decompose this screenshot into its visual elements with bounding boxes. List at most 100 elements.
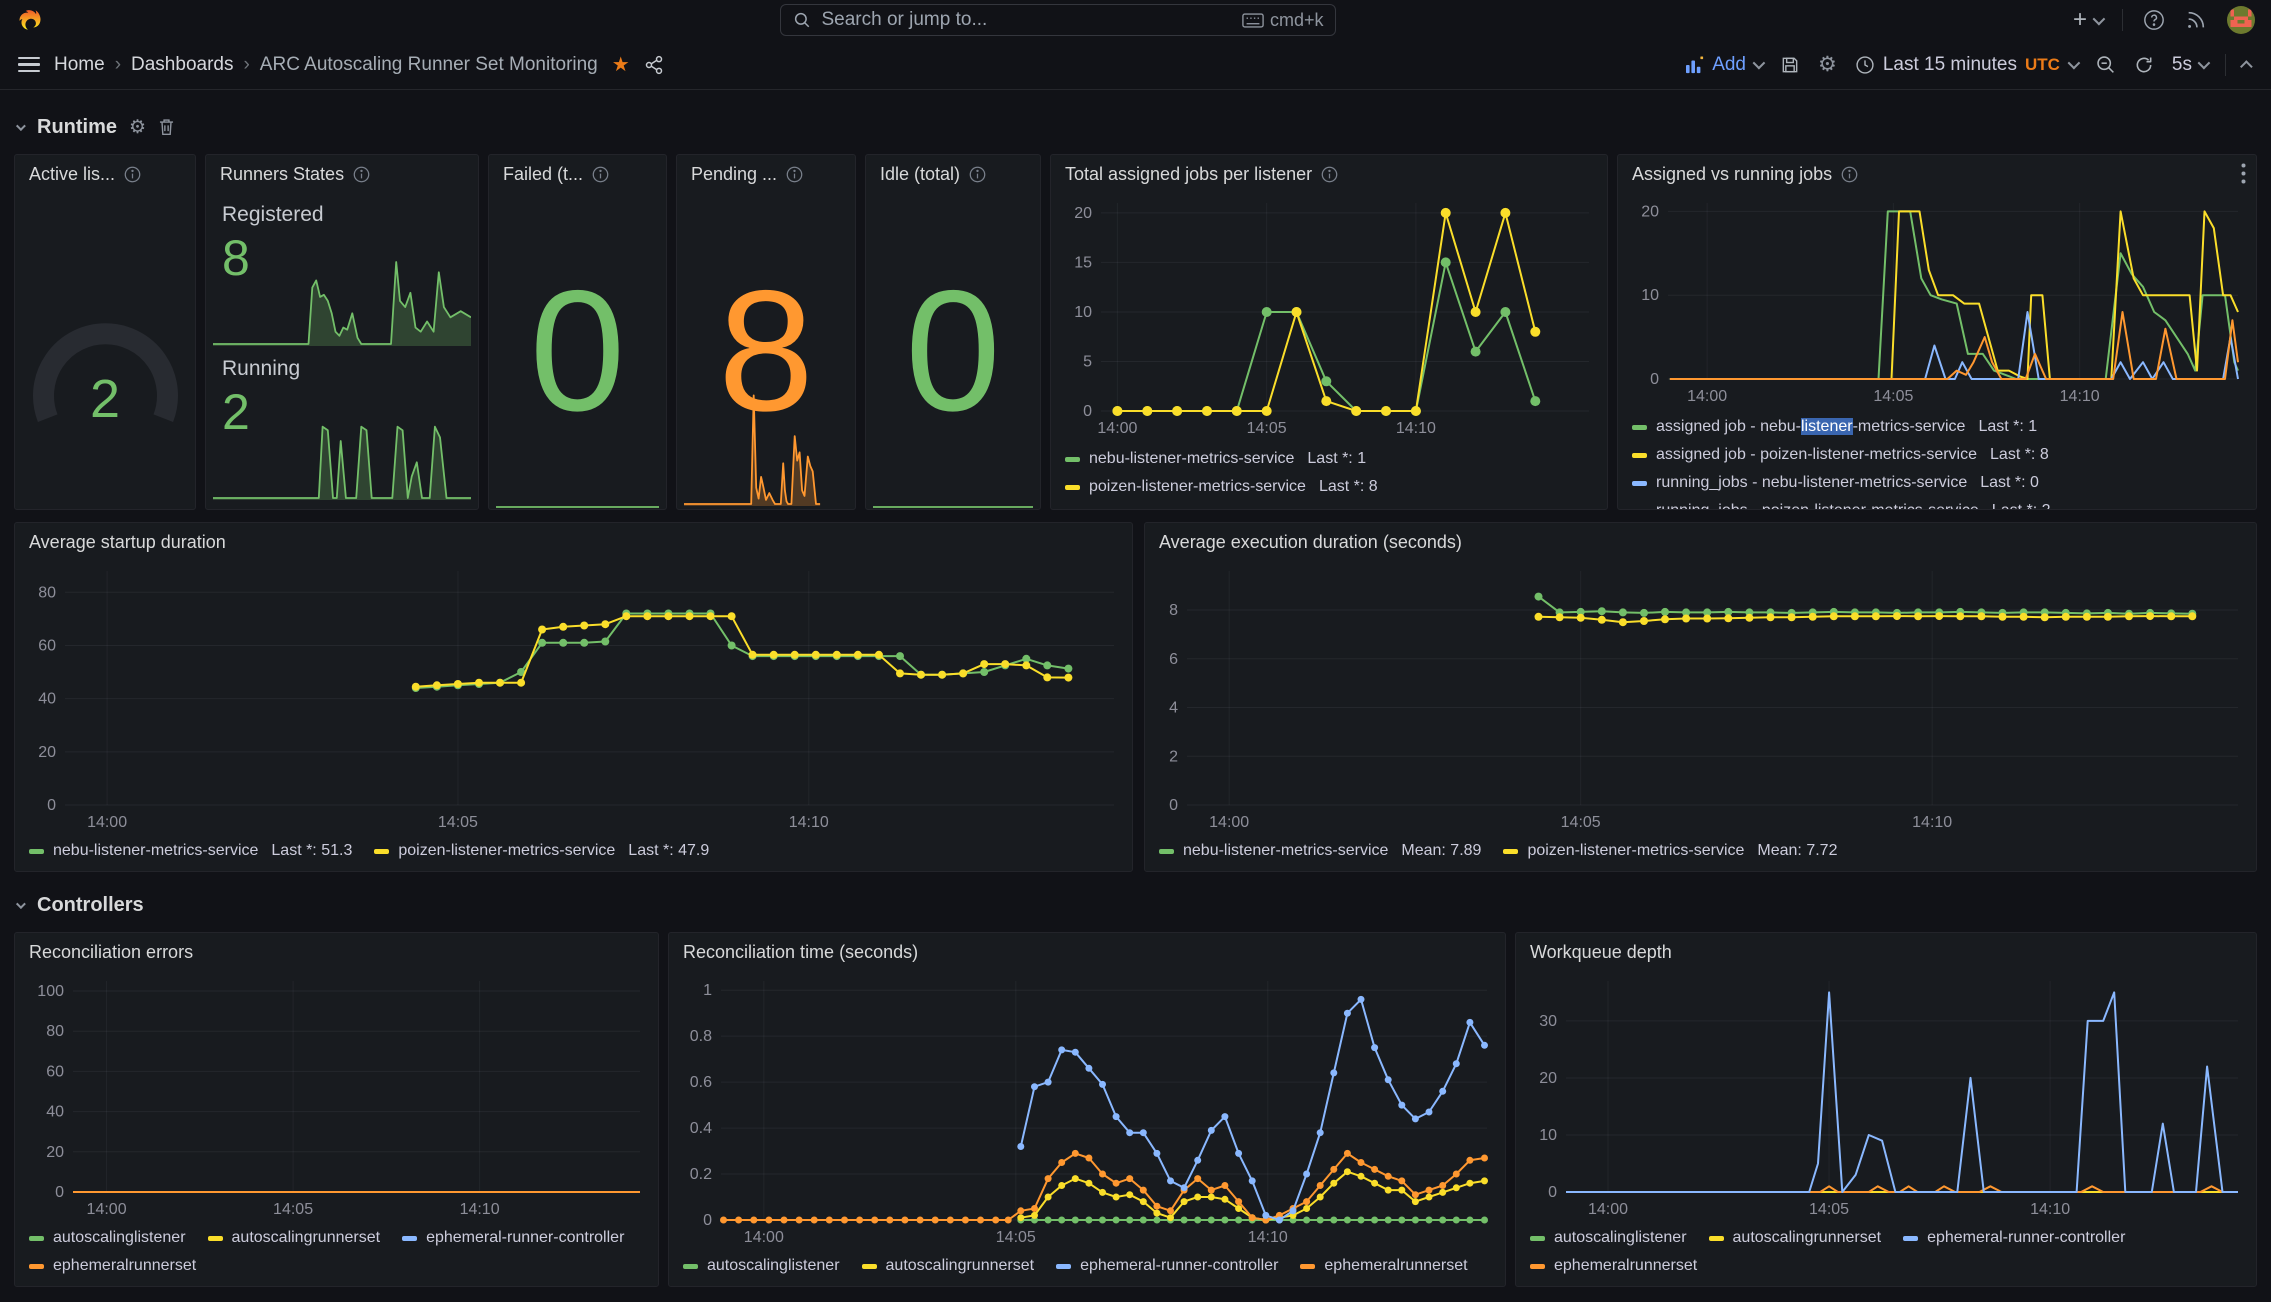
new-menu-button[interactable]: + [2073,8,2106,32]
average-startup-duration-chart[interactable]: 14:00 14:05 14:10 0 20 40 60 80 [21,561,1126,835]
legend-item[interactable]: autoscalingrunnerset [861,1254,1034,1278]
info-icon[interactable] [969,166,986,183]
legend-label: ephemeralrunnerset [53,1257,197,1274]
panel-assigned-vs-running: Assigned vs running jobs 14:00 14:05 14:10… [1617,154,2257,510]
assigned-vs-running-chart[interactable]: 14:00 14:05 14:10 0 10 20 [1624,193,2250,409]
panel-title[interactable]: Pending ... [691,163,778,184]
section-trash-icon[interactable] [158,118,175,136]
breadcrumb-home[interactable]: Home [54,53,105,75]
help-icon[interactable] [2143,9,2165,31]
legend-item[interactable]: autoscalingrunnerset [1708,1226,1881,1250]
share-icon[interactable] [644,55,664,75]
refresh-button[interactable] [2134,55,2154,75]
legend-item[interactable]: ephemeralrunnerset [1530,1254,1697,1278]
legend-item[interactable]: assigned job - poizen-listener-metrics-s… [1632,441,2242,469]
panel-active-listeners: Active lis... 2 [14,154,196,510]
legend-item[interactable]: ephemeralrunnerset [29,1254,196,1278]
svg-text:10: 10 [1074,304,1092,321]
reconciliation-errors-chart[interactable]: 14:00 14:05 14:10 0 20 40 60 80 100 [21,971,652,1222]
legend-item[interactable]: ephemeral-runner-controller [402,1226,624,1250]
news-icon[interactable] [2185,9,2207,31]
add-panel-button[interactable]: Add [1685,54,1766,76]
total-assigned-jobs-chart[interactable]: 14:00 14:05 14:10 0 5 10 15 20 [1057,193,1601,441]
legend-swatch [1632,424,1647,430]
panel-title[interactable]: Total assigned jobs per listener [1065,163,1313,184]
legend-item[interactable]: autoscalingrunnerset [207,1226,380,1250]
registered-sparkline [213,260,472,346]
svg-text:14:05: 14:05 [273,1201,313,1218]
panel-pending: Pending ... 8 [676,154,856,510]
panel-title[interactable]: Workqueue depth [1530,941,1672,962]
zoom-out-icon[interactable] [2095,54,2116,75]
panel-title[interactable]: Reconciliation errors [29,941,194,962]
legend-item[interactable]: running_jobs - poizen-listener-metrics-s… [1632,497,2242,509]
panel-failed-total: Failed (t... 0 [488,154,667,510]
svg-text:14:05: 14:05 [438,814,478,831]
panel-title[interactable]: Assigned vs running jobs [1632,163,1833,184]
info-icon[interactable] [592,166,609,183]
legend-item[interactable]: nebu-listener-metrics-service Mean: 7.89 [1159,839,1481,863]
refresh-interval-dropdown[interactable]: 5s [2172,54,2211,76]
legend-label: poizen-listener-metrics-service [398,842,616,859]
legend-item[interactable]: autoscalinglistener [683,1254,840,1278]
info-icon[interactable] [353,166,370,183]
legend-value: Last *: 47.9 [628,842,710,859]
legend-item[interactable]: running_jobs - nebu-listener-metrics-ser… [1632,469,2242,497]
panel-title[interactable]: Average execution duration (seconds) [1159,531,1462,552]
legend-item[interactable]: poizen-listener-metrics-service Last *: 8 [1065,473,1593,501]
legend-swatch [1903,1235,1919,1241]
panel-title[interactable]: Failed (t... [503,163,584,184]
legend-item[interactable]: nebu-listener-metrics-service Last *: 51.… [29,839,352,863]
save-dashboard-icon[interactable] [1780,55,1800,75]
reconciliation-time-chart[interactable]: 14:00 14:05 14:10 0 0.2 0.4 0.6 0.8 1 [675,971,1499,1250]
panel-menu-icon[interactable] [2241,163,2246,184]
average-execution-duration-chart[interactable]: 14:00 14:05 14:10 0 2 4 6 8 [1151,561,2250,835]
panel-title[interactable]: Active lis... [29,163,116,184]
legend-value: Last *: 1 [1978,418,2038,435]
time-range-picker[interactable]: Last 15 minutes UTC [1855,54,2081,76]
legend-value: Last *: 2 [1992,502,2051,509]
panel-title[interactable]: Average startup duration [29,531,226,552]
svg-text:14:05: 14:05 [996,1229,1036,1246]
legend-item[interactable]: nebu-listener-metrics-service Last *: 1 [1065,445,1593,473]
breadcrumb-dashboards[interactable]: Dashboards [131,53,234,75]
user-avatar[interactable] [2227,6,2255,34]
legend-item[interactable]: assigned job - nebu-listener-metrics-ser… [1632,413,2242,441]
legend-item[interactable]: ephemeralrunnerset [1300,1254,1468,1278]
pending-sparkline [684,388,848,506]
gauge[interactable]: 2 [15,193,195,509]
panel-title[interactable]: Runners States [220,163,345,184]
menu-toggle-icon[interactable] [18,56,40,73]
info-icon[interactable] [124,166,141,183]
settings-gear-icon[interactable]: ⚙ [1818,53,1837,76]
panel-title[interactable]: Idle (total) [880,163,961,184]
legend-item[interactable]: autoscalinglistener [1530,1226,1687,1250]
svg-text:0: 0 [47,797,56,814]
legend-item[interactable]: ephemeral-runner-controller [1056,1254,1278,1278]
stat-value: 2 [222,384,250,440]
legend-item[interactable]: poizen-listener-metrics-service Last *: 4… [374,839,709,863]
panel-reconciliation-time: Reconciliation time (seconds) 14:00 14:05… [668,932,1506,1287]
svg-text:14:10: 14:10 [2030,1201,2070,1218]
chart-legend: nebu-listener-metrics-service Last *: 51.… [15,835,1132,871]
section-runtime[interactable]: Runtime ⚙ [15,106,2257,148]
clock-icon [1856,55,1874,74]
section-gear-icon[interactable]: ⚙ [129,116,147,138]
collapse-toolbar-icon[interactable] [2240,60,2253,73]
stat-label: Running [222,357,301,380]
svg-text:10: 10 [1641,287,1659,304]
info-icon[interactable] [1321,166,1338,183]
workqueue-depth-chart[interactable]: 14:00 14:05 14:10 0 10 20 30 [1522,971,2250,1222]
legend-item[interactable]: ephemeral-runner-controller [1903,1226,2125,1250]
legend-item[interactable]: autoscalinglistener [29,1226,186,1250]
section-controllers[interactable]: Controllers [15,884,2257,926]
info-icon[interactable] [1841,166,1858,183]
favorite-star-icon[interactable]: ★ [611,54,630,76]
panel-title[interactable]: Reconciliation time (seconds) [683,941,919,962]
chevron-down-icon [15,120,26,131]
search-input[interactable]: Search or jump to... cmd+k [780,4,1337,36]
grafana-logo-icon[interactable] [16,6,44,34]
info-icon[interactable] [786,166,803,183]
panel-average-execution-duration: Average execution duration (seconds) 14:… [1144,522,2257,872]
legend-item[interactable]: poizen-listener-metrics-service Mean: 7.7… [1503,839,1837,863]
